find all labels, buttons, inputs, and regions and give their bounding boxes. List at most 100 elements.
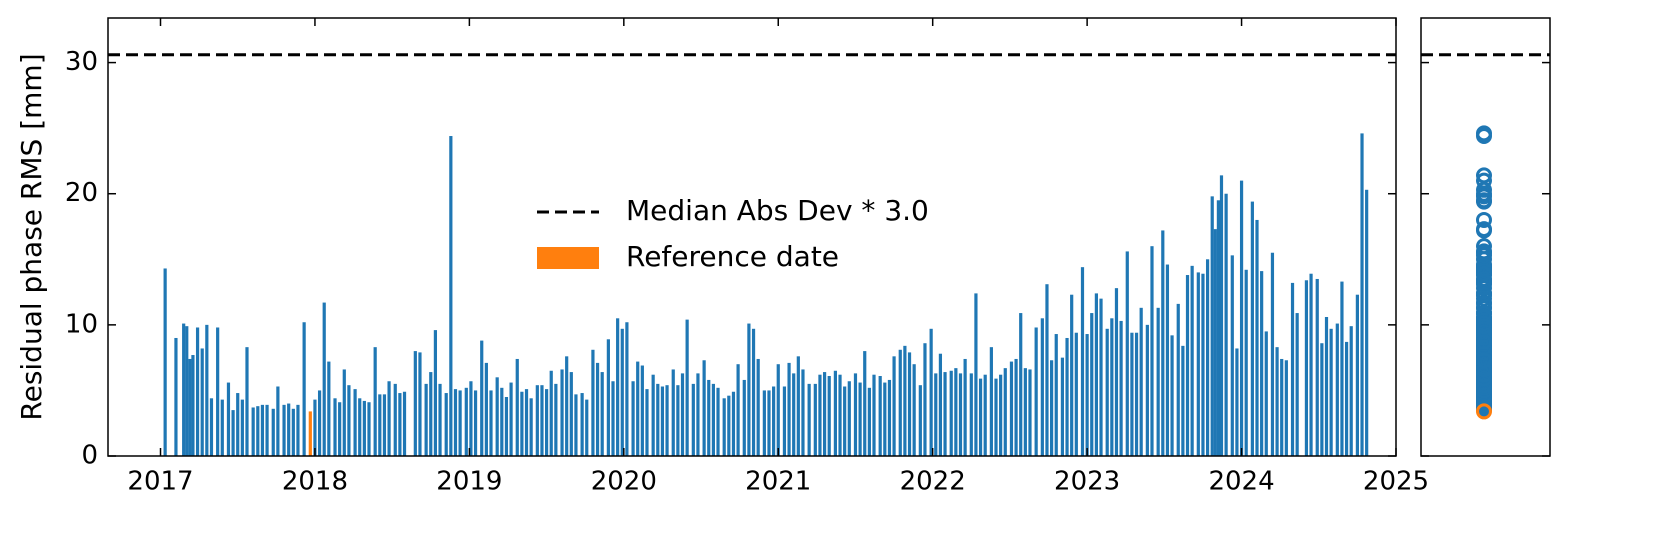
- bar: [1065, 337, 1069, 456]
- x-tick-label: 2019: [436, 467, 502, 497]
- bar: [205, 324, 209, 456]
- side-point: [1476, 352, 1492, 369]
- bar: [1315, 278, 1319, 456]
- bar: [787, 362, 791, 456]
- bar: [822, 372, 827, 456]
- y-tick-label: 10: [65, 309, 98, 339]
- bar: [489, 390, 493, 456]
- bar: [362, 400, 366, 456]
- bar: [1054, 334, 1058, 456]
- y-tick-label: 0: [81, 441, 98, 471]
- bar: [1080, 267, 1085, 456]
- x-tick-label: 2020: [591, 467, 657, 497]
- bar: [453, 389, 458, 456]
- bar: [631, 381, 635, 456]
- bar: [818, 374, 822, 456]
- bar: [1275, 347, 1279, 456]
- bar: [1280, 358, 1284, 456]
- bar: [772, 386, 776, 456]
- bar: [458, 390, 462, 456]
- bar: [636, 361, 640, 456]
- bar: [903, 345, 907, 456]
- bar: [1130, 332, 1134, 456]
- side-point: [1476, 318, 1492, 335]
- bar: [520, 391, 524, 456]
- bar: [524, 389, 529, 456]
- bar: [801, 369, 805, 456]
- bar: [1110, 318, 1114, 456]
- bar: [429, 372, 433, 456]
- bar: [287, 403, 291, 456]
- bar: [954, 368, 958, 456]
- bar: [1161, 230, 1165, 456]
- bar: [949, 370, 953, 456]
- bar: [1040, 318, 1044, 456]
- bar: [1250, 201, 1254, 456]
- bar: [1003, 368, 1007, 456]
- bar: [1190, 265, 1194, 456]
- bar: [1264, 331, 1268, 456]
- x-tick-label: 2024: [1208, 467, 1274, 497]
- bar: [1114, 288, 1119, 456]
- bar: [696, 373, 700, 456]
- bar: [912, 364, 916, 456]
- bar: [918, 385, 922, 456]
- bar: [1201, 273, 1205, 456]
- bar: [500, 387, 504, 456]
- bar: [1185, 275, 1190, 456]
- bar: [209, 398, 214, 456]
- bar: [747, 323, 751, 456]
- x-tick-label: 2023: [1054, 467, 1120, 497]
- bar: [994, 378, 998, 456]
- bar: [1360, 133, 1364, 457]
- bar: [1239, 180, 1244, 456]
- bar: [1094, 293, 1098, 456]
- bar: [863, 351, 867, 456]
- bar: [1034, 327, 1038, 456]
- bar: [495, 377, 499, 456]
- bar: [807, 383, 811, 456]
- bar: [174, 337, 178, 456]
- bar: [480, 340, 484, 456]
- bar: [1219, 175, 1224, 456]
- bar: [529, 398, 533, 456]
- bar: [722, 398, 726, 456]
- bar: [1045, 284, 1049, 456]
- bar: [322, 302, 326, 456]
- bar: [1125, 251, 1129, 456]
- bar: [240, 399, 244, 456]
- bar: [1070, 294, 1074, 456]
- bar: [685, 319, 689, 456]
- bar: [853, 373, 858, 456]
- bar: [1099, 298, 1103, 456]
- bar: [256, 406, 260, 456]
- side-point: [1476, 181, 1492, 198]
- bar: [907, 352, 912, 456]
- bar: [308, 411, 312, 456]
- bar: [938, 353, 943, 456]
- bar: [1260, 271, 1264, 456]
- bar: [640, 365, 644, 456]
- bar: [878, 376, 882, 456]
- bar: [999, 374, 1003, 456]
- bar: [767, 390, 771, 456]
- bar: [716, 387, 720, 456]
- bar: [1009, 361, 1014, 456]
- bar: [302, 322, 306, 456]
- bar: [867, 387, 871, 456]
- bar: [565, 356, 569, 456]
- bar: [317, 390, 322, 456]
- bar: [188, 358, 192, 456]
- bar: [1355, 294, 1359, 456]
- bar: [651, 374, 655, 456]
- bar: [236, 393, 240, 456]
- bar: [226, 382, 231, 456]
- side-point: [1476, 221, 1492, 238]
- bar: [1230, 255, 1234, 456]
- bar: [923, 343, 927, 456]
- bar: [1014, 358, 1018, 456]
- bar: [544, 389, 549, 456]
- bar: [393, 383, 397, 456]
- bar: [464, 387, 468, 456]
- bar: [449, 136, 453, 456]
